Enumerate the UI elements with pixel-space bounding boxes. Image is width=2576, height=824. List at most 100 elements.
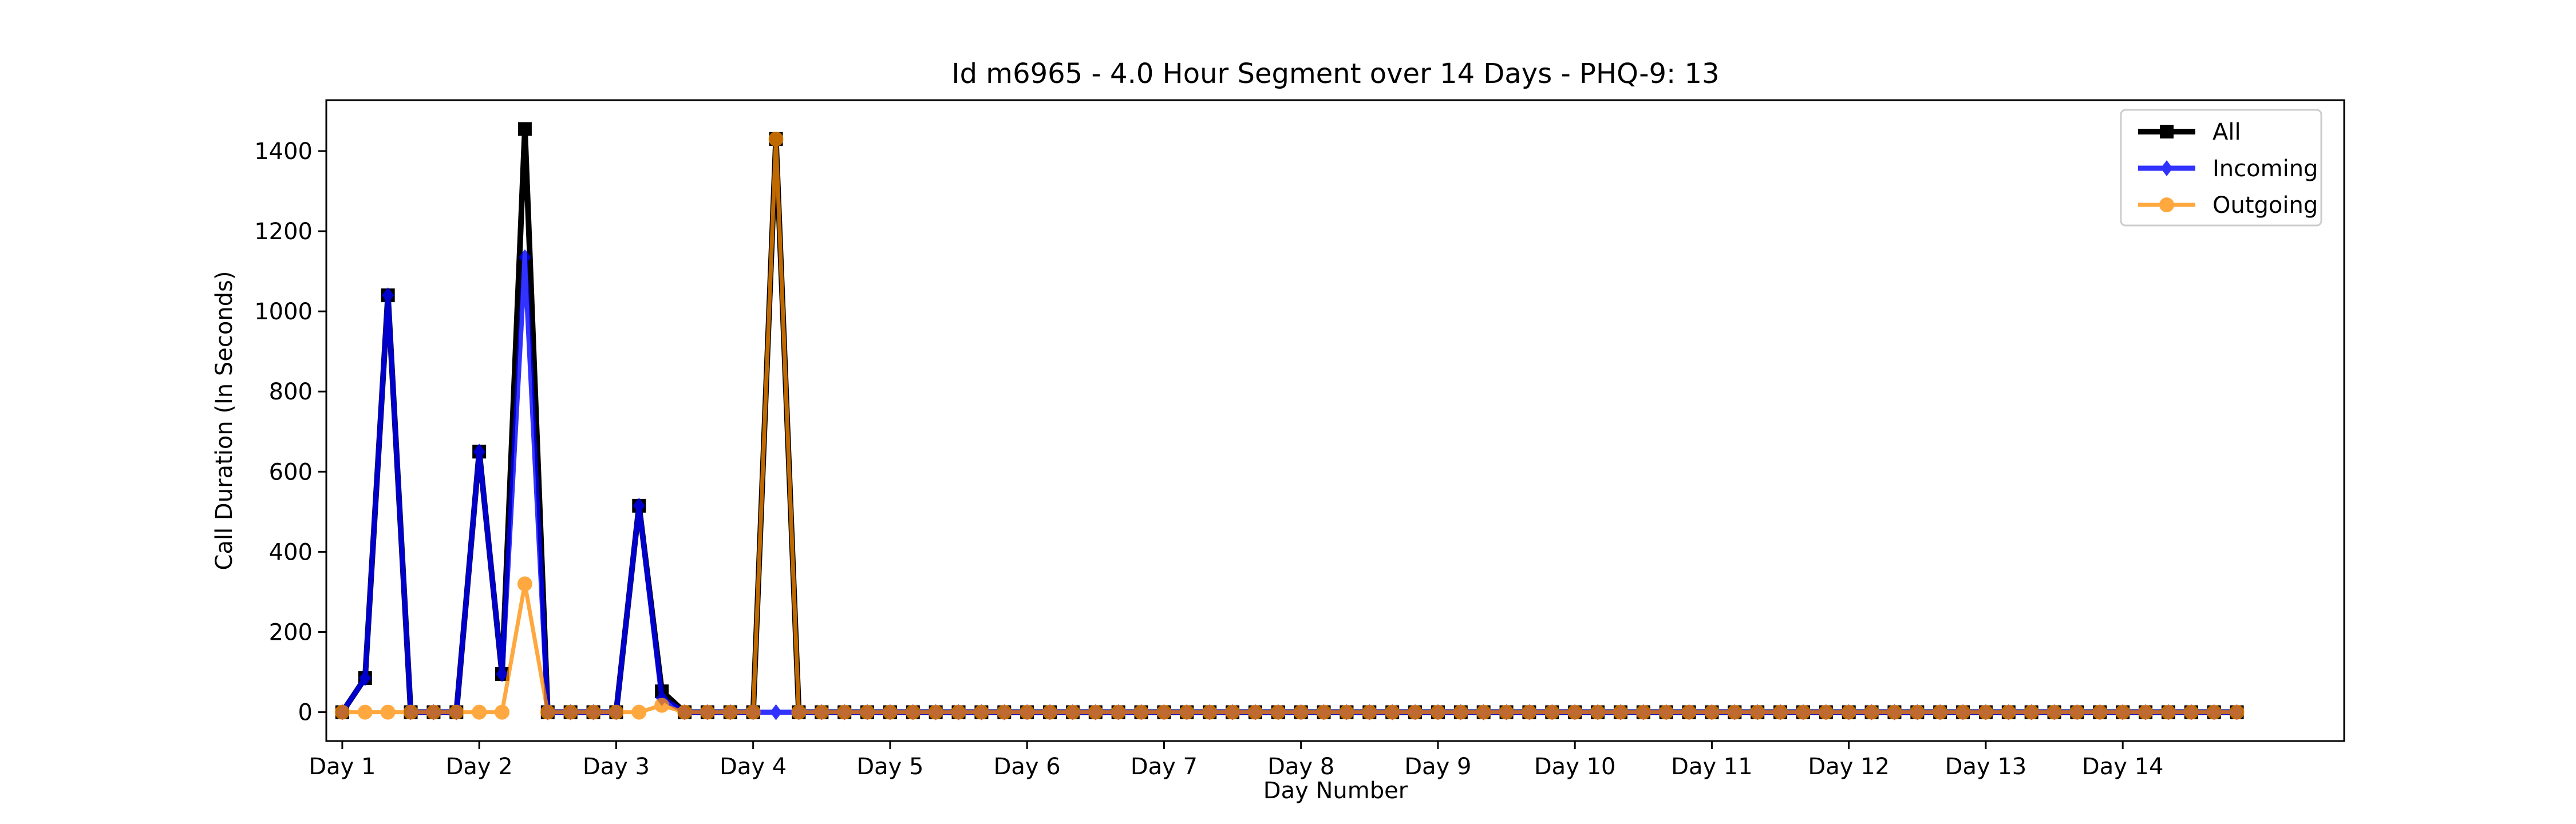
legend-entries: All Incoming Outgoing	[2138, 119, 2318, 219]
data-point-outgoing	[700, 704, 715, 720]
data-point-outgoing	[1635, 704, 1651, 720]
data-point-outgoing	[1111, 704, 1126, 720]
data-point-outgoing	[1704, 704, 1720, 720]
x-axis-ticks: Day 1 Day 2 Day 3 Day 4 Day 5 Day 6 Day 7 Day 8…	[309, 741, 2164, 780]
data-point-outgoing	[1430, 704, 1445, 720]
x-tick-label: Day 11	[1671, 754, 1753, 780]
data-point-outgoing	[1522, 704, 1537, 720]
legend: All Incoming Outgoing	[2120, 109, 2322, 227]
data-point-outgoing	[1339, 704, 1354, 720]
x-axis-label: Day Number	[1263, 778, 1408, 804]
data-point-incoming	[519, 249, 531, 266]
data-point-outgoing	[540, 704, 555, 720]
data-point-outgoing	[2024, 704, 2039, 720]
legend-marker-all	[2160, 125, 2174, 138]
data-point-outgoing	[1544, 704, 1560, 720]
x-tick-label: Day 1	[309, 754, 376, 780]
data-point-outgoing	[426, 704, 441, 720]
data-point-outgoing	[2229, 704, 2245, 720]
data-point-outgoing	[2069, 704, 2085, 720]
y-tick-label: 800	[269, 379, 313, 405]
plot-area-frame	[325, 99, 2345, 742]
data-point-outgoing	[1978, 704, 1993, 720]
data-point-outgoing	[1910, 704, 1925, 720]
data-point-outgoing	[837, 704, 852, 720]
data-point-outgoing	[814, 704, 829, 720]
data-point-outgoing	[1955, 704, 1971, 720]
x-tick-label: Day 10	[1534, 754, 1616, 780]
x-tick-label: Day 7	[1131, 754, 1198, 780]
data-point-outgoing	[1316, 704, 1332, 720]
data-point-outgoing	[1042, 704, 1058, 720]
data-point-outgoing	[1864, 704, 1879, 720]
x-tick-label: Day 9	[1404, 754, 1471, 780]
data-point-incoming	[382, 287, 394, 304]
legend-marker-outgoing	[2159, 197, 2174, 212]
data-point-outgoing	[1270, 704, 1286, 720]
data-point-outgoing	[951, 704, 966, 720]
chart-title: Id m6965 - 4.0 Hour Segment over 14 Days…	[951, 58, 1719, 90]
data-point-outgoing	[2160, 704, 2176, 720]
data-point-outgoing	[1658, 704, 1674, 720]
data-point-incoming	[770, 704, 783, 720]
data-point-outgoing	[1933, 704, 1948, 720]
data-point-outgoing	[2183, 704, 2199, 720]
x-tick-label: Day 4	[720, 754, 787, 780]
data-point-outgoing	[860, 704, 875, 720]
legend-label-incoming: Incoming	[2212, 156, 2318, 182]
data-point-outgoing	[609, 704, 624, 720]
legend-box	[2120, 109, 2322, 227]
data-point-outgoing	[334, 704, 350, 720]
data-point-outgoing	[1179, 704, 1195, 720]
data-point-outgoing	[1727, 704, 1743, 720]
data-point-outgoing	[1887, 704, 1902, 720]
y-tick-label: 600	[269, 459, 313, 485]
data-point-outgoing	[928, 704, 943, 720]
data-point-outgoing	[517, 576, 532, 592]
data-point-outgoing	[722, 704, 738, 720]
data-point-outgoing	[472, 704, 487, 720]
data-point-outgoing	[997, 704, 1012, 720]
data-point-outgoing	[2046, 704, 2062, 720]
y-tick-label: 1000	[254, 299, 313, 325]
data-point-outgoing	[1613, 704, 1628, 720]
series-layer	[334, 122, 2245, 720]
x-tick-label: Day 14	[2082, 754, 2164, 780]
data-point-outgoing	[1818, 704, 1834, 720]
data-point-outgoing	[2138, 704, 2154, 720]
data-point-outgoing	[1476, 704, 1491, 720]
data-point-outgoing	[1156, 704, 1172, 720]
data-point-outgoing	[1088, 704, 1103, 720]
data-point-outgoing	[563, 704, 578, 720]
data-point-incoming	[473, 443, 485, 460]
data-point-outgoing	[1362, 704, 1377, 720]
x-tick-label: Day 5	[856, 754, 923, 780]
data-point-outgoing	[1385, 704, 1400, 720]
legend-marker-incoming	[2160, 160, 2173, 176]
x-tick-label: Day 12	[1808, 754, 1890, 780]
y-axis-label: Call Duration (In Seconds)	[211, 271, 238, 571]
data-point-outgoing	[1453, 704, 1468, 720]
data-point-outgoing	[1590, 704, 1606, 720]
data-point-outgoing	[1225, 704, 1240, 720]
data-point-outgoing	[1681, 704, 1697, 720]
y-tick-label: 1400	[254, 138, 313, 165]
y-tick-label: 200	[269, 619, 313, 645]
data-point-outgoing	[654, 698, 670, 713]
data-point-outgoing	[677, 704, 693, 720]
data-point-outgoing	[1841, 704, 1856, 720]
data-point-outgoing	[1795, 704, 1811, 720]
data-point-outgoing	[2001, 704, 2016, 720]
data-point-outgoing	[357, 704, 373, 720]
x-tick-label: Day 3	[583, 754, 650, 780]
data-point-incoming	[359, 670, 372, 687]
y-tick-label: 400	[269, 539, 313, 565]
data-point-outgoing	[1133, 704, 1149, 720]
data-point-incoming	[633, 497, 645, 514]
data-point-outgoing	[2092, 704, 2108, 720]
data-point-outgoing	[1773, 704, 1788, 720]
y-axis-ticks: 0 200 400 600 800 1000 1200 1400	[254, 138, 326, 726]
data-point-outgoing	[1750, 704, 1765, 720]
data-point-outgoing	[403, 704, 418, 720]
data-point-outgoing	[974, 704, 989, 720]
